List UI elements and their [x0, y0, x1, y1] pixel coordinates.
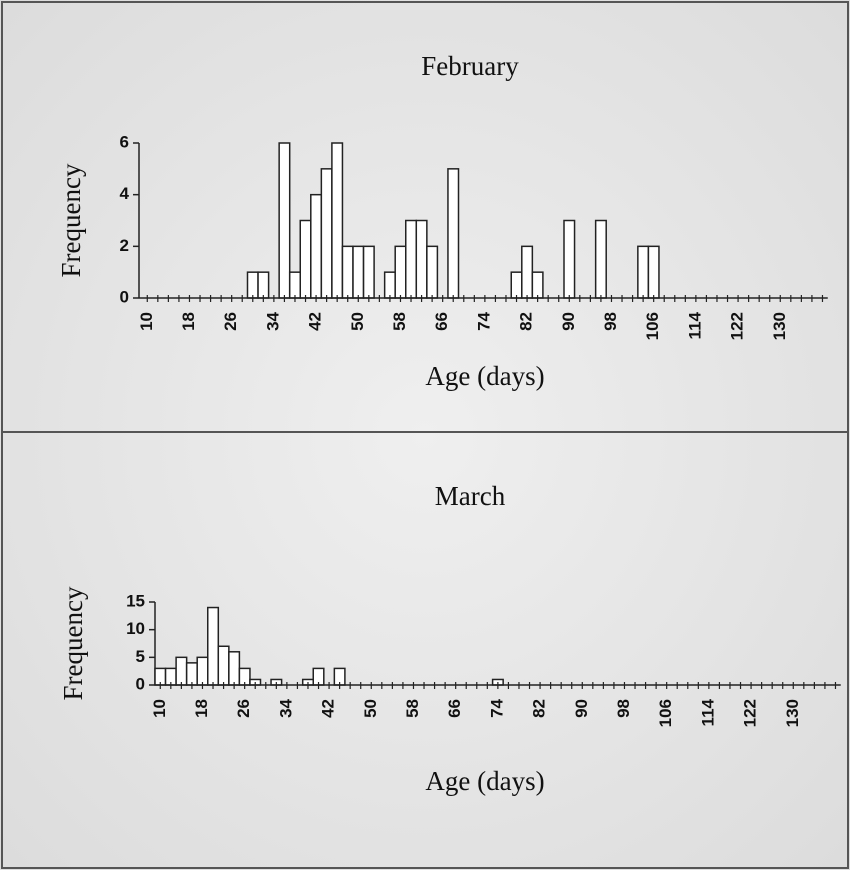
bar — [217, 645, 230, 686]
x-tick-label: 106 — [656, 699, 675, 727]
y-tick-label: 0 — [120, 287, 129, 306]
bar — [207, 606, 220, 686]
bar — [563, 219, 576, 299]
y-axis-title: Frequency — [58, 586, 88, 700]
bar — [405, 219, 418, 299]
bar — [594, 219, 607, 299]
x-tick-label: 10 — [150, 699, 169, 718]
bar — [196, 656, 209, 686]
x-tick-label: 114 — [698, 698, 717, 726]
x-tick-label: 50 — [348, 312, 367, 331]
bar — [341, 245, 354, 299]
x-tick-label: 58 — [390, 312, 409, 331]
bar — [415, 219, 428, 299]
bar — [426, 245, 439, 299]
bar — [320, 168, 333, 299]
x-tick-label: 42 — [306, 312, 325, 331]
x-tick-label: 18 — [179, 312, 198, 331]
bar — [521, 245, 534, 299]
bar — [647, 245, 660, 299]
y-tick-label: 5 — [136, 647, 145, 666]
bar — [175, 656, 188, 686]
chart-title: March — [435, 481, 506, 511]
x-tick-label: 58 — [403, 699, 422, 718]
bar — [299, 219, 312, 299]
y-tick-label: 15 — [126, 591, 145, 610]
bar — [331, 142, 344, 299]
bar — [288, 271, 302, 299]
y-tick-label: 10 — [126, 619, 145, 638]
x-tick-label: 114 — [685, 311, 704, 339]
x-tick-label: 50 — [361, 699, 380, 718]
y-tick-label: 4 — [120, 184, 130, 203]
bar — [278, 142, 291, 299]
bar — [447, 168, 460, 299]
bar — [185, 662, 198, 686]
x-tick-label: 26 — [234, 699, 253, 718]
bar — [531, 271, 544, 299]
bar — [310, 193, 323, 299]
x-tick-label: 98 — [614, 699, 633, 718]
x-tick-label: 130 — [770, 312, 789, 340]
x-tick-label: 34 — [276, 698, 295, 717]
x-tick-label: 18 — [192, 699, 211, 718]
bar — [394, 245, 407, 299]
x-tick-label: 98 — [601, 312, 620, 331]
bar — [637, 245, 650, 299]
x-tick-label: 90 — [559, 312, 578, 331]
bar — [228, 651, 241, 686]
bar — [362, 245, 375, 299]
y-tick-label: 0 — [136, 674, 145, 693]
x-tick-label: 34 — [263, 311, 282, 330]
x-tick-label: 10 — [137, 312, 156, 331]
bar — [352, 245, 365, 299]
x-tick-label: 106 — [643, 312, 662, 340]
x-tick-label: 66 — [432, 312, 451, 331]
x-tick-label: 74 — [474, 311, 493, 330]
x-tick-label: 82 — [530, 699, 549, 718]
x-axis-title: Age (days) — [425, 361, 544, 391]
x-axis-title: Age (days) — [425, 766, 544, 796]
x-tick-label: 122 — [728, 312, 747, 340]
chart-title: February — [421, 51, 519, 81]
bar — [383, 271, 396, 299]
bar — [510, 271, 523, 299]
bar — [257, 271, 270, 299]
y-axis-title: Frequency — [56, 163, 86, 277]
x-tick-label: 130 — [783, 699, 802, 727]
x-tick-label: 122 — [741, 699, 760, 727]
x-tick-label: 90 — [572, 699, 591, 718]
x-tick-label: 26 — [221, 312, 240, 331]
bar — [246, 271, 259, 299]
x-tick-label: 74 — [487, 698, 506, 717]
x-tick-label: 82 — [517, 312, 536, 331]
x-tick-label: 66 — [445, 699, 464, 718]
panel-border — [1, 431, 849, 869]
x-tick-label: 42 — [319, 699, 338, 718]
y-tick-label: 2 — [120, 236, 129, 255]
y-tick-label: 6 — [120, 132, 129, 151]
